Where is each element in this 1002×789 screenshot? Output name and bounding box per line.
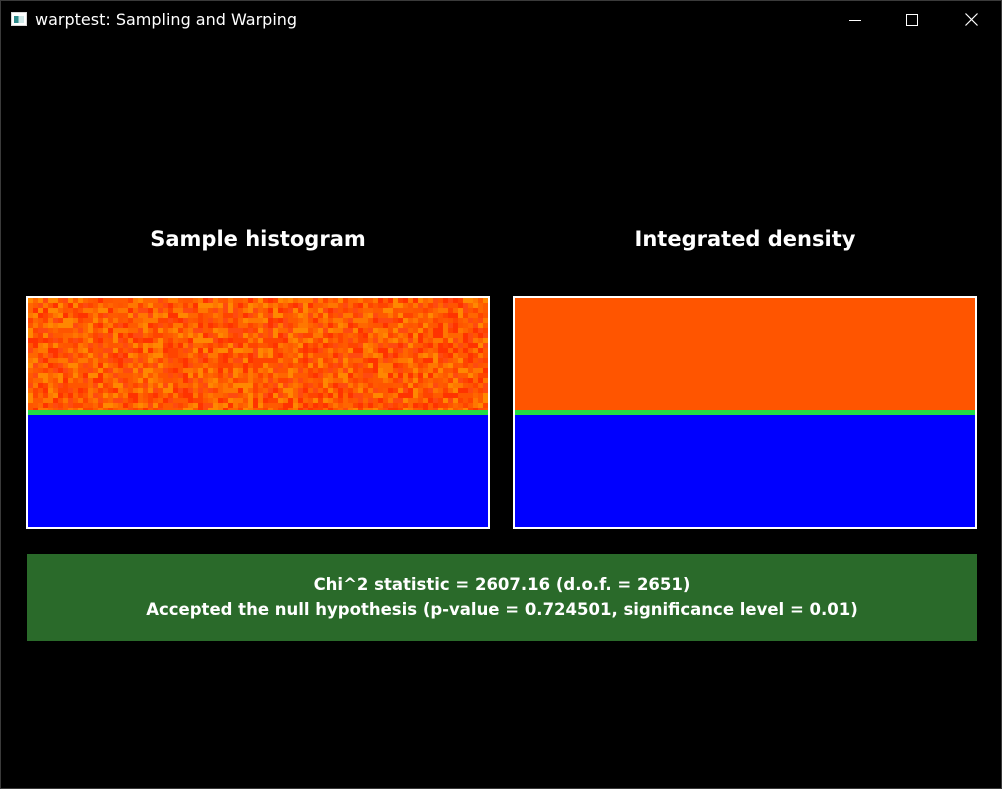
histogram-boundary-line	[28, 410, 488, 415]
chi2-result-box: Chi^2 statistic = 2607.16 (d.o.f. = 2651…	[27, 554, 977, 641]
integrated-density-image	[515, 298, 975, 527]
density-boundary-line	[515, 410, 975, 415]
chi2-statistic-text: Chi^2 statistic = 2607.16 (d.o.f. = 2651…	[313, 575, 691, 594]
title-bar[interactable]: warptest: Sampling and Warping	[1, 1, 1001, 38]
app-icon	[11, 12, 27, 26]
density-zero-region	[515, 415, 975, 527]
density-high-region	[515, 298, 975, 410]
maximize-button[interactable]	[884, 1, 940, 38]
maximize-icon	[906, 13, 918, 26]
histogram-zero-region	[28, 415, 488, 527]
close-icon	[964, 13, 978, 26]
integrated-density-panel	[513, 296, 977, 529]
minimize-icon	[849, 19, 861, 21]
integrated-density-title: Integrated density	[634, 227, 856, 251]
minimize-button[interactable]	[827, 1, 883, 38]
sample-histogram-image	[28, 298, 488, 527]
window-title: warptest: Sampling and Warping	[35, 10, 298, 29]
sample-histogram-panel	[26, 296, 490, 529]
hypothesis-result-text: Accepted the null hypothesis (p-value = …	[146, 600, 858, 619]
close-button[interactable]	[943, 1, 999, 38]
histogram-cells	[28, 298, 488, 410]
sample-histogram-title: Sample histogram	[150, 227, 366, 251]
